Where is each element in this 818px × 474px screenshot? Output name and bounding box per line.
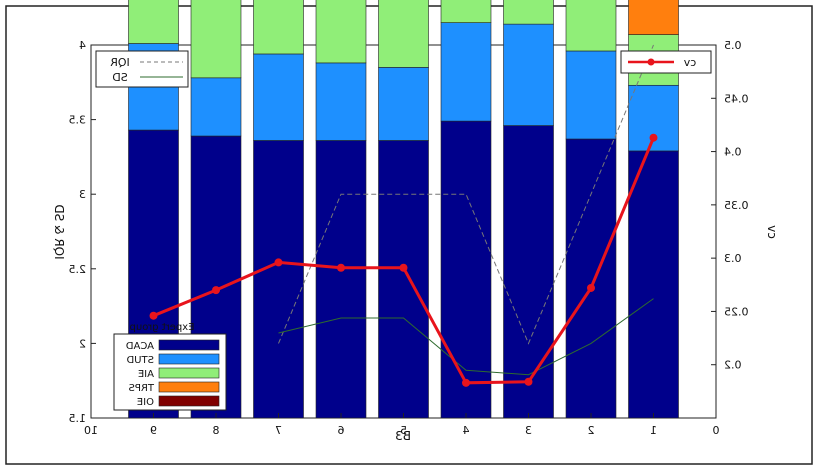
- bar-aie-7: [253, 0, 304, 55]
- y-axis-right-label: cv: [765, 225, 779, 239]
- y-right-tick-label: 0.35: [724, 199, 749, 212]
- legend-sd-label: SD: [112, 71, 127, 84]
- bar-stud-3: [503, 23, 554, 126]
- point-cv-8: [649, 133, 658, 142]
- legend-label-aie: AIE: [138, 369, 154, 380]
- legend-lines-box: [95, 50, 189, 88]
- legend-cv-marker: [647, 58, 655, 66]
- legend-label-oie: OIE: [137, 397, 154, 408]
- bar-stud-4: [440, 22, 492, 122]
- bar-stud-7: [253, 53, 304, 141]
- legend-label-trps: TRPS: [129, 383, 155, 394]
- point-cv-3: [337, 263, 345, 272]
- legend-lines: IQR SD: [95, 50, 189, 88]
- x-tick-label: 5: [400, 424, 407, 437]
- x-tick-label: 2: [588, 424, 595, 437]
- bar-aie-2: [565, 0, 617, 52]
- bar-stud-8: [190, 77, 242, 137]
- y-left-tick-label: 3: [79, 188, 86, 201]
- x-tick-label: 9: [150, 424, 157, 437]
- bar-acad-4: [440, 120, 492, 419]
- y-right-tick-label: 0.45: [724, 92, 749, 105]
- line-sd: [278, 298, 654, 376]
- legend-cv-label: cv: [683, 56, 696, 69]
- bar-aie-5: [378, 0, 429, 68]
- x-tick-label: 4: [463, 424, 470, 437]
- bar-aie-3: [503, 0, 554, 25]
- axes-layer: 10 9 8 7 6 5 4 3 2 1 01.522.533.540.20.250.30.350.…: [69, 39, 749, 437]
- legend-iqr-label: IQR: [110, 56, 130, 69]
- bar-acad-5: [378, 140, 429, 419]
- y-left-tick-label: 1.5: [69, 412, 87, 425]
- bar-acad-3: [503, 125, 554, 419]
- legend-label-stud: STUD: [126, 355, 154, 366]
- line-iqr: [278, 44, 654, 345]
- bar-stud-6: [315, 62, 367, 141]
- bar-acad-2: [565, 138, 617, 419]
- bar-stud-2: [565, 50, 617, 140]
- legend-swatch-aie: [158, 367, 220, 379]
- point-cv-4: [399, 263, 408, 272]
- bar-trps-1: [628, 0, 679, 35]
- legend-expert-group-title: Expert group: [130, 322, 195, 333]
- y-right-tick-label: 0.2: [724, 359, 742, 372]
- x-tick-label: 3: [525, 424, 532, 437]
- bar-acad-6: [315, 140, 367, 419]
- legend-swatch-stud: [158, 353, 220, 365]
- legend-swatch-oie: [158, 395, 220, 407]
- bar-aie-4: [440, 0, 492, 23]
- y-right-tick-label: 0.4: [724, 146, 742, 159]
- y-axis-left-label: IQR & SD: [52, 204, 66, 259]
- bar-aie-8: [190, 0, 242, 79]
- point-cv-6: [524, 377, 533, 386]
- bar-stud-5: [378, 67, 429, 141]
- x-tick-label: 7: [275, 424, 282, 437]
- y-right-tick-label: 0.3: [724, 252, 742, 265]
- legend-label-acad: ACAD: [126, 341, 154, 352]
- legend-expert-group: Expert group ACAD STUD AIE TRPS OIE: [113, 322, 227, 411]
- bar-aie-9: [128, 0, 179, 44]
- x-axis-label: B3: [395, 429, 411, 443]
- point-cv-2: [274, 258, 283, 267]
- y-left-tick-label: 2: [79, 337, 86, 350]
- y-left-tick-label: 2.5: [69, 263, 87, 276]
- lines-layer: [149, 44, 658, 387]
- point-cv-0: [149, 311, 158, 320]
- legend-swatch-trps: [158, 381, 220, 393]
- x-tick-label: 10: [84, 424, 98, 437]
- y-right-tick-label: 0.5: [724, 39, 742, 52]
- x-tick-label: 6: [338, 424, 345, 437]
- x-tick-label: 0: [713, 424, 720, 437]
- point-cv-5: [462, 378, 470, 387]
- x-tick-label: 1: [650, 424, 657, 437]
- point-cv-1: [212, 286, 220, 295]
- y-left-tick-label: 4: [79, 39, 86, 52]
- legend-cv: cv: [620, 50, 712, 74]
- bar-acad-7: [253, 140, 304, 419]
- x-tick-label: 8: [213, 424, 220, 437]
- y-right-tick-label: 0.25: [724, 305, 749, 318]
- point-cv-7: [587, 283, 595, 292]
- bar-aie-6: [315, 0, 367, 64]
- bar-acad-1: [628, 150, 679, 419]
- legend-swatch-acad: [158, 339, 220, 351]
- y-left-tick-label: 3.5: [69, 114, 87, 127]
